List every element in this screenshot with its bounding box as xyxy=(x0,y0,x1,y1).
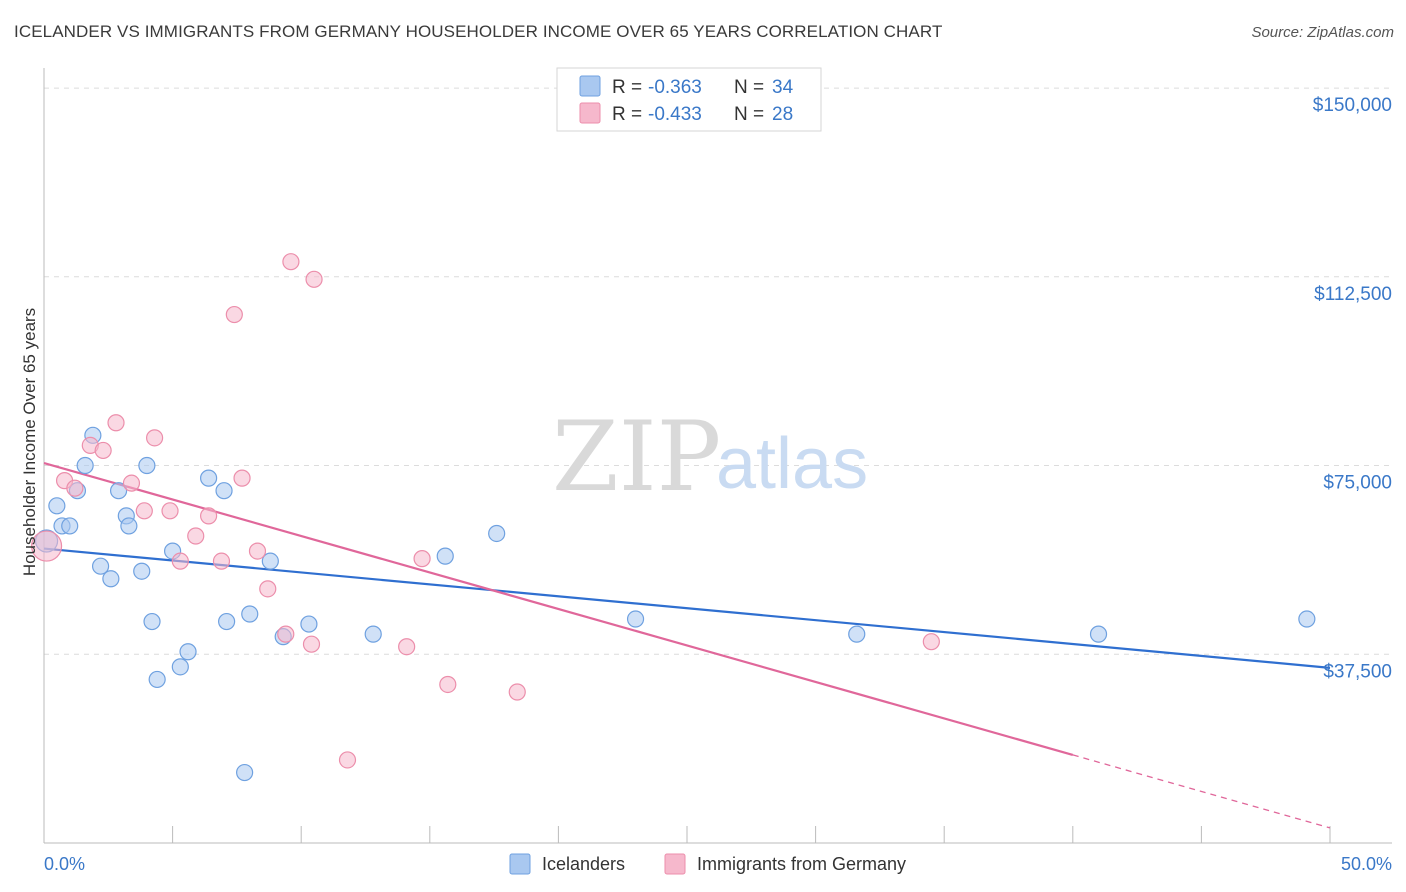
stats-legend: R = -0.363 N = 34 R = -0.433 N = 28 xyxy=(556,67,822,132)
point-germany xyxy=(282,253,300,271)
point-icelanders xyxy=(236,763,254,782)
point-germany xyxy=(145,429,164,447)
point-germany xyxy=(277,625,295,643)
watermark-atlas: atlas xyxy=(716,424,868,504)
axes xyxy=(43,68,1392,844)
point-germany xyxy=(439,675,457,694)
legend-n-value-2: 28 xyxy=(772,104,793,125)
legend-r-label-1: R = xyxy=(612,77,642,98)
watermark-zip: ZIP xyxy=(552,401,721,513)
point-icelanders xyxy=(241,605,259,623)
point-germany xyxy=(302,635,321,653)
legend-swatch-germany xyxy=(579,102,601,124)
legend-r-label-2: R = xyxy=(612,104,642,125)
point-germany xyxy=(122,474,141,492)
point-germany xyxy=(135,502,153,520)
point-icelanders xyxy=(215,482,233,500)
point-icelanders xyxy=(364,625,382,643)
y-tick-label: $150,000 xyxy=(1313,95,1392,116)
point-icelanders xyxy=(91,557,110,575)
point-germany xyxy=(30,530,63,562)
point-icelanders xyxy=(488,524,506,543)
legend-n-label-2: N = xyxy=(734,104,764,125)
series-legend-label-icelanders: Icelanders xyxy=(542,854,625,874)
point-icelanders xyxy=(300,615,318,633)
point-germany xyxy=(161,502,179,520)
chart-title: ICELANDER VS IMMIGRANTS FROM GERMANY HOU… xyxy=(14,22,943,41)
y-tick-label: $75,000 xyxy=(1323,473,1392,494)
point-germany xyxy=(212,552,231,570)
series-legend-swatch-icelanders xyxy=(509,853,531,875)
point-germany xyxy=(94,441,112,460)
point-icelanders xyxy=(436,547,454,565)
point-germany xyxy=(66,479,84,497)
x-tick-max: 50.0% xyxy=(1341,854,1392,874)
point-icelanders xyxy=(200,469,218,487)
point-germany xyxy=(233,469,251,487)
point-icelanders xyxy=(61,517,79,535)
point-germany xyxy=(922,633,940,651)
point-germany xyxy=(305,270,323,288)
point-germany xyxy=(508,683,526,701)
trend-line-extension-germany xyxy=(1072,754,1331,829)
point-icelanders xyxy=(138,456,156,475)
point-germany xyxy=(338,751,357,769)
point-germany xyxy=(248,542,267,560)
point-icelanders xyxy=(143,612,161,631)
point-icelanders xyxy=(48,497,66,515)
legend-n-label-1: N = xyxy=(734,77,764,98)
series-legend-label-germany: Immigrants from Germany xyxy=(697,854,906,874)
point-germany xyxy=(225,305,243,324)
source-label: Source: ZipAtlas.com xyxy=(1251,24,1394,41)
point-germany xyxy=(398,638,416,656)
point-germany xyxy=(259,580,277,598)
point-icelanders xyxy=(102,570,120,588)
point-germany xyxy=(107,414,125,432)
point-icelanders xyxy=(133,562,151,580)
point-germany xyxy=(171,552,189,570)
series-legend-swatch-germany xyxy=(664,853,686,875)
point-icelanders xyxy=(76,456,94,475)
point-icelanders xyxy=(148,670,166,689)
point-germany xyxy=(200,507,218,525)
point-icelanders xyxy=(120,517,138,535)
point-icelanders xyxy=(218,612,236,631)
point-icelanders xyxy=(261,552,279,570)
point-icelanders xyxy=(626,610,645,628)
legend-swatch-icelanders xyxy=(579,75,601,97)
point-germany xyxy=(187,527,205,545)
watermark: ZIP atlas xyxy=(552,401,868,513)
y-axis-label: Householder Income Over 65 years xyxy=(20,308,39,576)
point-icelanders xyxy=(848,625,866,643)
point-icelanders xyxy=(179,643,197,661)
point-icelanders xyxy=(1089,625,1108,643)
legend-r-value-1: -0.363 xyxy=(648,77,702,98)
gridlines xyxy=(44,87,1392,655)
series-legend: Icelanders Immigrants from Germany xyxy=(509,853,906,875)
point-icelanders xyxy=(171,658,189,676)
x-tick-min: 0.0% xyxy=(44,854,85,874)
point-germany xyxy=(413,550,431,568)
legend-n-value-1: 34 xyxy=(772,77,794,98)
stats-legend-box xyxy=(556,67,822,132)
point-icelanders xyxy=(1298,610,1316,628)
y-tick-label: $37,500 xyxy=(1323,661,1392,682)
data-points xyxy=(30,253,1316,782)
legend-r-value-2: -0.433 xyxy=(648,104,702,125)
point-icelanders xyxy=(109,482,128,500)
y-axis-ticks: $37,500 $75,000 $112,500 $150,000 xyxy=(1313,95,1392,682)
y-tick-label: $112,500 xyxy=(1314,284,1392,305)
trend-line-icelanders xyxy=(43,547,1331,669)
